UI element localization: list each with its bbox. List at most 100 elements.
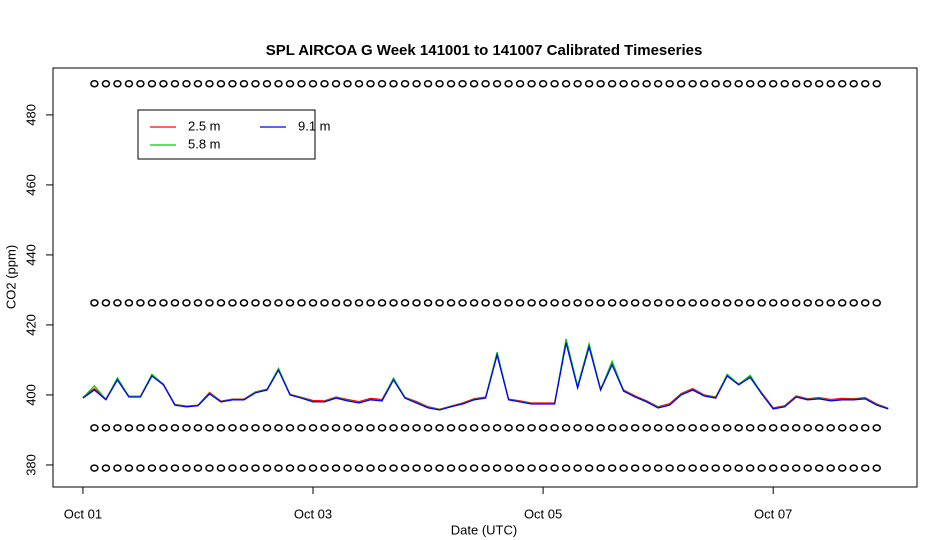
- standard-point: [170, 464, 180, 472]
- standard-point: [688, 299, 697, 307]
- standard-point: [354, 424, 364, 432]
- standard-point: [159, 464, 168, 472]
- standard-point: [630, 80, 640, 88]
- standard-point: [251, 424, 260, 432]
- standard-point: [285, 424, 295, 432]
- standard-point: [377, 80, 387, 88]
- standard-point: [458, 80, 467, 88]
- standard-point: [872, 464, 881, 472]
- standard-point: [343, 299, 352, 307]
- standard-point: [423, 464, 433, 472]
- standard-point: [124, 464, 134, 472]
- series-line: [82, 342, 889, 411]
- y-tick-label: 480: [23, 104, 38, 126]
- standard-point: [860, 464, 870, 472]
- standard-point: [228, 80, 237, 88]
- legend-label: 2.5 m: [188, 118, 221, 133]
- standard-point: [814, 424, 824, 432]
- standard-point: [251, 299, 260, 307]
- standard-point: [515, 299, 525, 307]
- standard-point: [262, 80, 272, 88]
- standard-point: [205, 80, 214, 88]
- standard-point: [814, 464, 824, 472]
- y-tick-label: 440: [23, 244, 38, 266]
- standard-point: [412, 299, 421, 307]
- standard-point: [803, 424, 812, 432]
- standard-point: [688, 80, 697, 88]
- standard-point: [584, 299, 594, 307]
- standard-point: [297, 80, 306, 88]
- standard-point: [90, 80, 99, 88]
- standard-point: [653, 80, 663, 88]
- standard-point: [826, 464, 835, 472]
- standard-point: [113, 464, 122, 472]
- standard-point: [791, 464, 801, 472]
- standard-point: [320, 299, 329, 307]
- standard-point: [354, 464, 364, 472]
- standard-point: [837, 424, 847, 432]
- standard-point: [147, 424, 157, 432]
- standard-point: [492, 299, 502, 307]
- standard-point: [584, 464, 594, 472]
- standard-point: [803, 299, 812, 307]
- standard-point: [642, 299, 651, 307]
- standard-point: [113, 299, 122, 307]
- standard-point: [791, 80, 801, 88]
- standard-point: [423, 80, 433, 88]
- standard-point: [205, 299, 214, 307]
- standard-point: [239, 464, 249, 472]
- standard-point: [331, 299, 341, 307]
- standard-point: [504, 80, 513, 88]
- standard-point: [90, 424, 99, 432]
- legend-box: [137, 109, 316, 160]
- standard-point: [159, 424, 168, 432]
- standard-point: [642, 424, 651, 432]
- standard-point: [147, 464, 157, 472]
- standard-point: [297, 424, 306, 432]
- standard-point: [320, 464, 329, 472]
- standard-point: [377, 299, 387, 307]
- standard-point: [446, 464, 456, 472]
- standard-point: [791, 424, 801, 432]
- x-tick-label: Oct 03: [294, 506, 332, 521]
- standard-point: [366, 299, 375, 307]
- standard-point: [193, 424, 203, 432]
- standard-point: [607, 299, 617, 307]
- standard-point: [527, 424, 536, 432]
- standard-point: [136, 80, 145, 88]
- standard-point: [757, 424, 766, 432]
- y-tick-label: 420: [23, 314, 38, 336]
- standard-point: [619, 299, 628, 307]
- standard-point: [492, 464, 502, 472]
- standard-point: [849, 464, 858, 472]
- standard-point: [170, 80, 180, 88]
- standard-point: [584, 80, 594, 88]
- standard-point: [780, 80, 789, 88]
- standard-point: [136, 424, 145, 432]
- standard-point: [527, 464, 536, 472]
- standard-point: [285, 299, 295, 307]
- standard-point: [630, 299, 640, 307]
- standard-point: [515, 80, 525, 88]
- standard-point: [285, 464, 295, 472]
- standard-point: [182, 464, 191, 472]
- standard-point: [170, 424, 180, 432]
- standard-point: [331, 80, 341, 88]
- standard-point: [596, 80, 605, 88]
- standard-point: [469, 299, 479, 307]
- standard-point: [722, 464, 732, 472]
- x-tick-label: Oct 05: [524, 506, 562, 521]
- standard-point: [745, 464, 755, 472]
- standard-point: [412, 464, 421, 472]
- standard-point: [216, 464, 226, 472]
- standard-point: [676, 80, 686, 88]
- standard-point: [561, 464, 571, 472]
- standard-point: [699, 424, 709, 432]
- standard-point: [814, 299, 824, 307]
- standard-point: [389, 424, 398, 432]
- standard-point: [561, 424, 571, 432]
- standard-point: [837, 80, 847, 88]
- standard-point: [354, 80, 364, 88]
- standard-point: [458, 424, 467, 432]
- standard-point: [412, 80, 421, 88]
